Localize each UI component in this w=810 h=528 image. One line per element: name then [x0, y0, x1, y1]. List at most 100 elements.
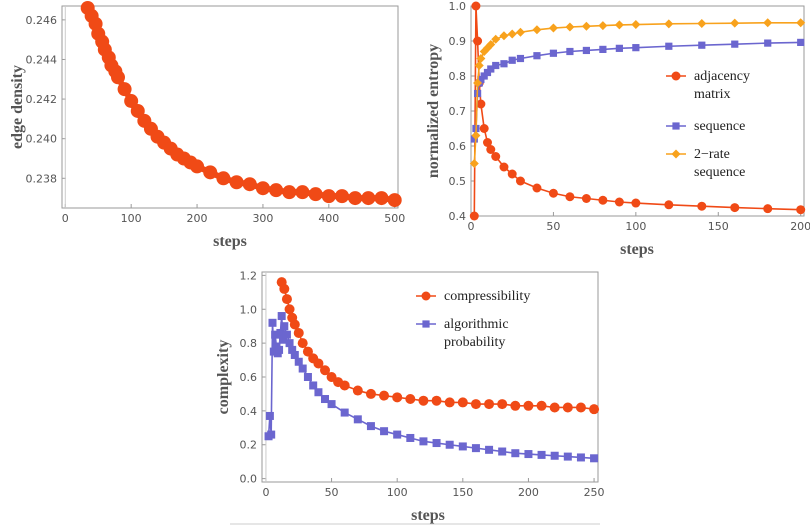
data-point: [294, 357, 303, 366]
y-tick-label: 0.9: [449, 35, 467, 48]
data-point: [549, 402, 560, 413]
x-tick-label: 50: [546, 220, 560, 233]
data-point: [507, 169, 517, 179]
data-point: [298, 364, 307, 373]
data-point: [444, 397, 455, 408]
data-point: [277, 312, 286, 321]
data-point: [379, 390, 390, 401]
data-point: [469, 211, 479, 221]
data-point: [288, 345, 297, 354]
data-point: [111, 70, 125, 85]
data-point: [471, 1, 481, 11]
data-point: [492, 61, 500, 70]
series-1: [470, 38, 805, 143]
normalized-entropy-x-axis-label: steps: [620, 241, 654, 258]
data-point: [295, 185, 310, 200]
data-point: [313, 358, 324, 369]
complexity-legend: compressibility algorithmic probability: [416, 289, 530, 350]
data-point: [549, 49, 558, 57]
edge-density-chart: 0 100 200 300 400 500 0.238 0.240 0.242 0.244 0.24…: [9, 0, 405, 250]
data-point: [581, 21, 591, 31]
data-point: [631, 20, 641, 30]
data-point: [255, 181, 270, 196]
normalized-entropy-series: [469, 1, 806, 221]
x-tick-label: 250: [584, 486, 605, 499]
data-point: [445, 440, 454, 449]
data-point: [476, 99, 486, 109]
complexity-y-axis-label: complexity: [215, 340, 232, 415]
data-point: [507, 29, 517, 39]
y-tick-label: 0.8: [240, 337, 258, 350]
edge-density-series: [80, 0, 402, 208]
x-tick-label: 150: [452, 486, 473, 499]
data-point: [499, 31, 509, 41]
legend-swatch-marker: [671, 149, 681, 159]
complexity-plot-frame: [261, 271, 599, 483]
data-point: [303, 373, 312, 381]
data-point: [321, 395, 329, 404]
data-point: [308, 187, 323, 202]
data-point: [279, 335, 287, 344]
data-point: [267, 430, 276, 439]
data-point: [763, 204, 773, 214]
data-point: [374, 191, 389, 206]
data-point: [365, 388, 376, 399]
complexity-chart: 0 50 100 150 200 250 0.0 0.2 0.4 0.6 0.8 1.0 1.2 com…: [215, 269, 605, 524]
data-point: [796, 205, 806, 215]
legend-label: sequence: [694, 119, 745, 134]
legend-item: 2−rate sequence: [666, 147, 745, 180]
data-point: [491, 152, 501, 161]
complexity-x-axis-label: steps: [411, 507, 445, 524]
data-point: [615, 44, 623, 52]
data-point: [598, 195, 608, 205]
legend-label: compressibility: [444, 289, 530, 304]
y-tick-label: 0.0: [240, 473, 258, 486]
legend-label: matrix: [694, 87, 731, 102]
data-point: [229, 175, 244, 190]
data-point: [487, 65, 495, 73]
series-line: [267, 315, 595, 460]
legend-label: 2−rate: [694, 147, 730, 162]
normalized-entropy-y-axis-label: normalized entropy: [425, 44, 442, 178]
data-point: [565, 22, 575, 32]
data-point: [523, 400, 534, 411]
data-point: [281, 294, 292, 305]
data-point: [282, 185, 297, 200]
legend-swatch-marker: [422, 320, 430, 328]
normalized-entropy-legend: adjacency matrix sequence 2−rate sequence: [666, 69, 750, 180]
data-point: [361, 191, 376, 206]
data-point: [335, 189, 349, 204]
y-tick-label: 0.4: [240, 405, 258, 418]
data-point: [190, 159, 205, 174]
y-tick-label: 0.244: [26, 53, 58, 66]
data-point: [280, 322, 289, 331]
data-point: [731, 40, 739, 48]
y-tick-label: 0.242: [26, 93, 58, 106]
data-point: [536, 400, 547, 411]
data-point: [497, 399, 508, 410]
data-point: [431, 395, 442, 406]
normalized-entropy-chart: 0 50 100 150 200 0.4 0.5 0.6 0.7 0.8 0.9 1.0 adjace…: [425, 0, 810, 258]
legend-swatch-marker: [672, 122, 680, 130]
data-point: [297, 338, 308, 349]
data-point: [590, 454, 599, 463]
data-point: [482, 138, 492, 147]
x-tick-label: 500: [384, 212, 405, 225]
x-tick-label: 50: [325, 486, 339, 499]
data-point: [537, 450, 546, 459]
data-point: [387, 193, 402, 208]
complexity-axes: 0 50 100 150 200 250 0.0 0.2 0.4 0.6 0.8 1.0 1.2: [240, 269, 605, 499]
series-line: [280, 281, 595, 410]
data-point: [548, 188, 558, 198]
data-point: [340, 408, 349, 417]
data-point: [508, 56, 516, 64]
edge-density-x-axis-label: steps: [213, 233, 247, 250]
edge-density-plot-frame: [61, 5, 399, 209]
data-point: [352, 385, 363, 396]
x-tick-label: 100: [121, 212, 142, 225]
data-point: [405, 394, 416, 405]
data-point: [730, 203, 740, 213]
data-point: [406, 433, 415, 442]
data-point: [392, 392, 403, 403]
data-point: [599, 45, 607, 53]
